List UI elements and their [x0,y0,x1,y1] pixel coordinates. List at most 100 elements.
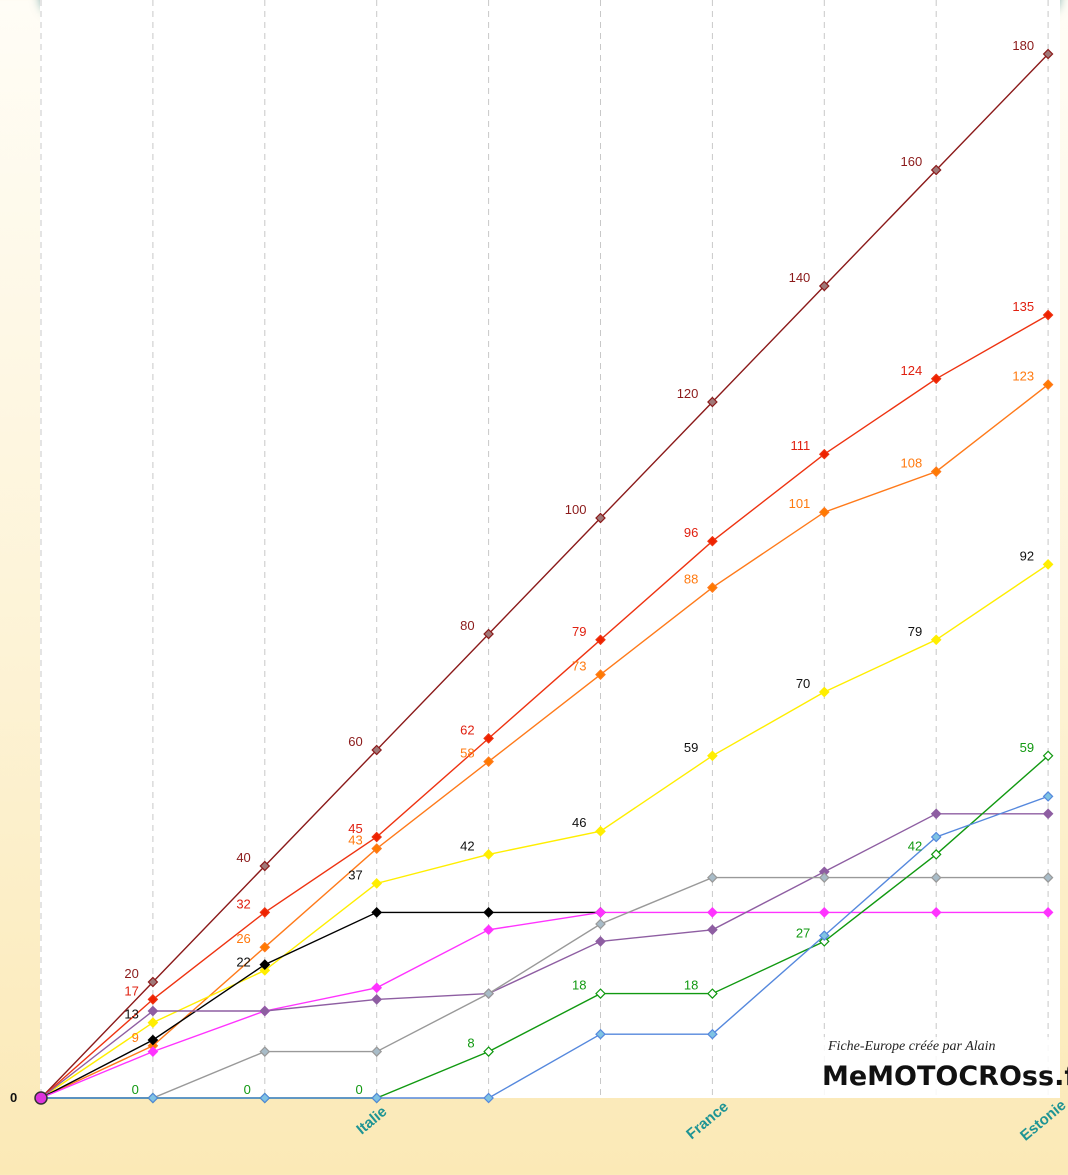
data-point [595,512,606,524]
x-tick-label: Estonie [1017,1097,1068,1145]
data-point [371,994,383,1005]
series-line [40,563,1049,1099]
data-label: 42 [460,838,474,853]
data-label: 8 [467,1036,474,1051]
series-lines [40,53,1049,1099]
data-point [707,907,718,918]
data-point [147,1046,159,1057]
data-point [595,936,606,947]
data-label: 124 [900,363,922,378]
data-label: 32 [236,896,250,911]
gridlines [40,0,1049,1098]
data-point [595,988,606,999]
data-point [147,1017,159,1028]
data-point [930,872,942,883]
data-point [147,994,159,1005]
data-label: 62 [460,722,474,737]
data-point [707,750,718,762]
data-label: 79 [572,624,586,639]
data-label: 18 [572,978,586,993]
data-point [483,849,494,860]
data-point [147,1005,159,1017]
data-label: 43 [348,833,362,848]
data-label: 108 [900,456,922,471]
data-point [371,907,383,918]
data-label: 13 [124,1007,138,1022]
data-point [1042,907,1054,918]
series-line [40,53,1049,1099]
x-tick-label: Italie [353,1103,390,1138]
data-label: 140 [789,270,811,285]
data-point [930,831,942,843]
data-label: 58 [460,746,474,761]
data-point [1042,872,1054,883]
data-point [147,976,159,988]
data-point [371,982,383,994]
data-point [595,669,606,680]
data-label: 45 [348,821,362,836]
data-point [147,1034,159,1046]
data-label: 27 [796,925,810,940]
data-point [1042,791,1054,802]
data-label: 42 [908,838,922,853]
data-point [595,634,606,646]
x-tick-label: France [683,1098,732,1143]
data-label: 92 [1020,548,1034,563]
data-point [1042,750,1054,762]
data-point [930,373,942,385]
data-label: 70 [796,676,810,691]
data-point [259,959,271,970]
data-point [1042,48,1054,60]
data-point [483,733,494,744]
data-point [930,907,942,918]
watermark: Fiche-Europe créée par Alain MeMOTOCROss… [818,1037,1068,1097]
data-label: 17 [124,983,138,998]
data-point [818,448,830,460]
data-point [371,843,383,854]
y-origin-label: 0 [10,1090,17,1105]
data-point [818,506,830,518]
data-point [259,1092,271,1104]
data-point [707,988,718,999]
data-point [483,1092,494,1104]
data-label: 60 [348,734,362,749]
data-label: 96 [684,525,698,540]
data-label: 22 [236,954,250,969]
site-logo[interactable]: MeMOTOCROss.fr [822,1061,1068,1092]
data-point [707,535,718,547]
data-point [259,1005,271,1017]
data-point [147,1092,159,1104]
data-point [707,396,718,408]
data-point [930,808,942,820]
series-line [40,314,1049,1099]
data-point [1042,379,1054,390]
data-label: 0 [244,1082,251,1097]
data-point [818,280,830,292]
data-point [371,1092,383,1104]
data-point [707,1028,718,1040]
data-point [707,872,718,883]
data-label: 9 [132,1030,139,1045]
data-label: 135 [1012,299,1034,314]
data-label: 123 [1012,369,1034,384]
data-point [818,907,830,918]
data-point [1042,808,1054,820]
data-point [930,634,942,646]
data-label: 160 [900,154,922,169]
data-label: 79 [908,624,922,639]
data-point [707,582,718,593]
data-point [1042,309,1054,321]
data-point [930,164,942,176]
data-label: 59 [1020,740,1034,755]
data-point [259,860,271,872]
data-point [930,849,942,860]
data-point [371,1046,383,1057]
data-point [483,907,494,918]
data-label: 26 [236,931,250,946]
data-label: 180 [1012,38,1034,53]
data-label: 20 [124,966,138,981]
watermark-caption: Fiche-Europe créée par Alain [828,1039,996,1054]
data-point [483,988,494,999]
data-label: 46 [572,815,586,830]
data-point [259,965,271,976]
